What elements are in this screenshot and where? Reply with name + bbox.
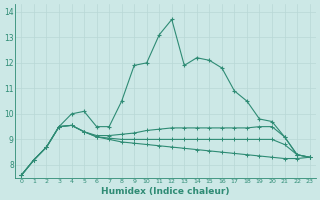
X-axis label: Humidex (Indice chaleur): Humidex (Indice chaleur) bbox=[101, 187, 230, 196]
